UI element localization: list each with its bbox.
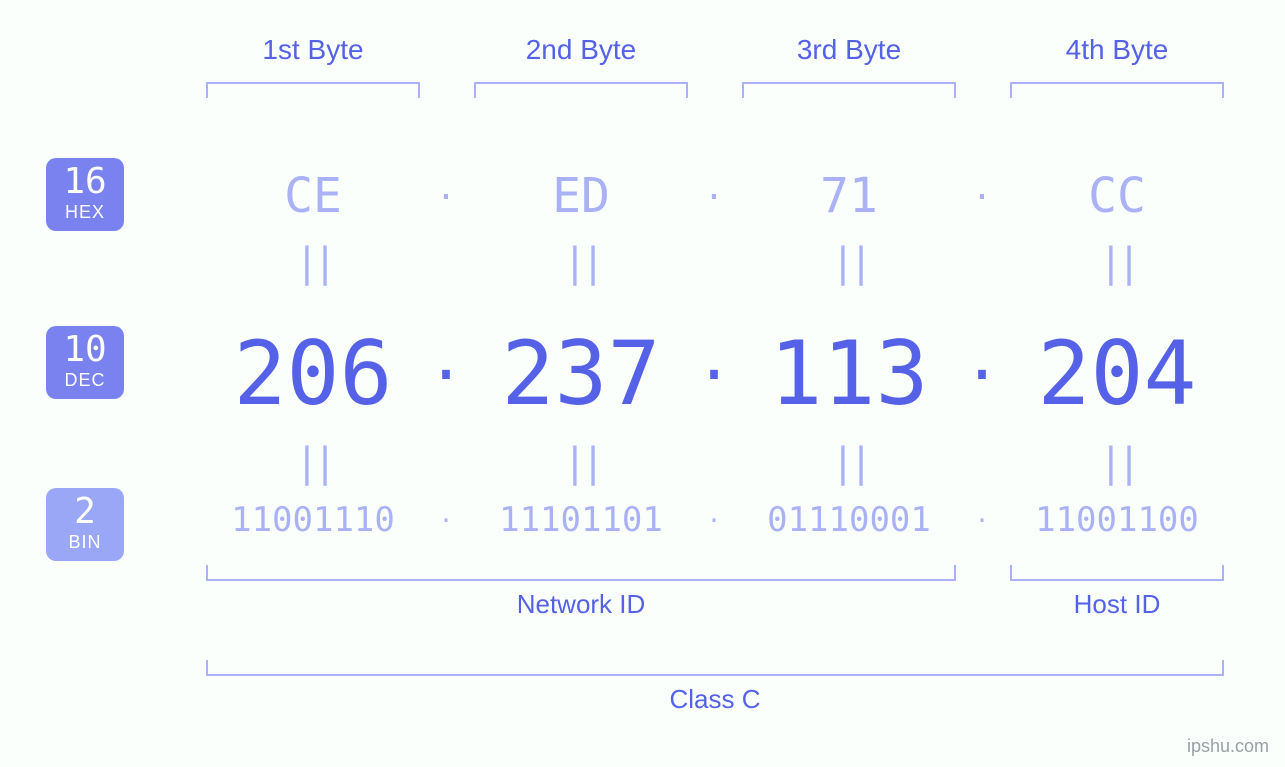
base-badge-number: 2: [74, 494, 96, 530]
dec-value: 204: [1038, 322, 1197, 425]
bin-dot: .: [962, 500, 1002, 528]
bin-value: 11001100: [1035, 500, 1199, 540]
network-id-bracket: [206, 565, 956, 581]
hex-dot: .: [694, 168, 734, 207]
equals-icon: ||: [561, 240, 601, 286]
byte-label: 2nd Byte: [474, 34, 688, 66]
dec-cell-1: 206: [206, 322, 420, 425]
bin-cell-1: 11001110: [206, 500, 420, 540]
byte-bracket-top: [742, 82, 956, 98]
dec-dot: .: [426, 322, 466, 394]
hex-cell-3: 71: [742, 168, 956, 224]
hex-dot: .: [426, 168, 466, 207]
dec-cell-4: 204: [1010, 322, 1224, 425]
hex-cell-4: CC: [1010, 168, 1224, 224]
equals-icon: ||: [293, 240, 333, 286]
bin-cell-2: 11101101: [474, 500, 688, 540]
dec-cell-3: 113: [742, 322, 956, 425]
dec-dot: .: [694, 322, 734, 394]
base-badge-label: BIN: [68, 532, 101, 553]
base-badge-number: 10: [63, 332, 106, 368]
equals-icon: ||: [1097, 440, 1137, 486]
byte-label: 4th Byte: [1010, 34, 1224, 66]
base-badge-dec: 10DEC: [46, 326, 124, 399]
equals-icon: ||: [1097, 240, 1137, 286]
byte-header-4: 4th Byte: [1010, 40, 1224, 98]
network-id-label: Network ID: [206, 589, 956, 620]
base-badge-label: DEC: [64, 370, 105, 391]
equals-icon: ||: [561, 440, 601, 486]
equals-icon: ||: [829, 240, 869, 286]
byte-label: 3rd Byte: [742, 34, 956, 66]
byte-header-3: 3rd Byte: [742, 40, 956, 98]
base-badge-label: HEX: [65, 202, 105, 223]
dec-value: 237: [502, 322, 661, 425]
dec-value: 206: [234, 322, 393, 425]
hex-value: CE: [284, 168, 342, 224]
hex-value: 71: [820, 168, 878, 224]
hex-cell-1: CE: [206, 168, 420, 224]
bin-dot: .: [426, 500, 466, 528]
dec-cell-2: 237: [474, 322, 688, 425]
bin-value: 11001110: [231, 500, 395, 540]
watermark: ipshu.com: [1187, 736, 1269, 757]
host-id-label: Host ID: [1010, 589, 1224, 620]
byte-header-1: 1st Byte: [206, 40, 420, 98]
hex-cell-2: ED: [474, 168, 688, 224]
hex-dot: .: [962, 168, 1002, 207]
host-id-bracket: [1010, 565, 1224, 581]
bin-cell-3: 01110001: [742, 500, 956, 540]
dec-value: 113: [770, 322, 929, 425]
equals-icon: ||: [293, 440, 333, 486]
byte-bracket-top: [1010, 82, 1224, 98]
byte-header-2: 2nd Byte: [474, 40, 688, 98]
base-badge-number: 16: [63, 164, 106, 200]
bin-value: 01110001: [767, 500, 931, 540]
bin-dot: .: [694, 500, 734, 528]
bin-cell-4: 11001100: [1010, 500, 1224, 540]
byte-bracket-top: [206, 82, 420, 98]
hex-value: ED: [552, 168, 610, 224]
dec-dot: .: [962, 322, 1002, 394]
base-badge-hex: 16HEX: [46, 158, 124, 231]
byte-bracket-top: [474, 82, 688, 98]
base-badge-bin: 2BIN: [46, 488, 124, 561]
hex-value: CC: [1088, 168, 1146, 224]
byte-label: 1st Byte: [206, 34, 420, 66]
equals-icon: ||: [829, 440, 869, 486]
bin-value: 11101101: [499, 500, 663, 540]
class-bracket: [206, 660, 1224, 676]
class-label: Class C: [206, 684, 1224, 715]
